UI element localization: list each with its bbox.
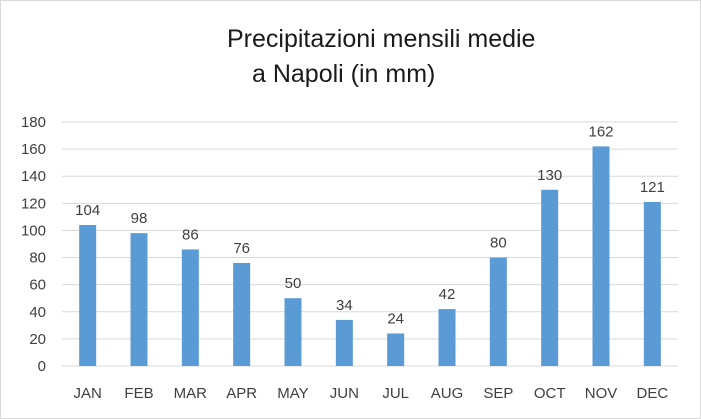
y-tick-label: 0 xyxy=(38,358,46,375)
x-tick-label: JUN xyxy=(330,385,359,402)
bar-may xyxy=(284,298,302,366)
x-tick-label: SEP xyxy=(483,385,513,402)
bars xyxy=(79,146,661,366)
x-tick-label: NOV xyxy=(585,385,618,402)
chart-title-line-2: a Napoli (in mm) xyxy=(252,60,436,88)
data-label: 34 xyxy=(336,297,353,314)
y-tick-label: 100 xyxy=(21,222,46,239)
bar-jan xyxy=(79,225,97,366)
data-label: 121 xyxy=(640,179,665,196)
bar-aug xyxy=(438,309,456,366)
x-tick-label: MAR xyxy=(174,385,208,402)
gridlines xyxy=(62,121,678,367)
x-tick-label: JAN xyxy=(73,385,101,402)
data-label: 104 xyxy=(75,202,100,219)
data-label: 24 xyxy=(387,310,404,327)
data-label: 162 xyxy=(588,123,613,140)
data-label: 80 xyxy=(490,235,507,252)
bar-oct xyxy=(541,189,559,366)
data-label: 76 xyxy=(233,240,250,257)
chart-title-line-1: Precipitazioni mensili medie xyxy=(227,25,536,53)
data-labels: 104 98 86 76 50 34 24 42 80 130 162 121 xyxy=(75,123,665,327)
x-tick-label: DEC xyxy=(636,385,668,402)
data-label: 42 xyxy=(439,286,456,303)
x-tick-label: JUL xyxy=(382,385,409,402)
bar-mar xyxy=(181,249,199,366)
bar-feb xyxy=(130,233,148,366)
data-label: 86 xyxy=(182,226,199,243)
bar-jun xyxy=(335,319,353,366)
bar-sep xyxy=(489,257,507,366)
data-label: 130 xyxy=(537,167,562,184)
x-tick-label: MAY xyxy=(277,385,308,402)
y-tick-label: 80 xyxy=(29,250,46,267)
y-tick-label: 160 xyxy=(21,141,46,158)
bar-jul xyxy=(387,333,405,366)
y-tick-label: 120 xyxy=(21,195,46,212)
bar-dec xyxy=(643,201,661,366)
x-tick-label: APR xyxy=(226,385,257,402)
bar-nov xyxy=(592,146,610,366)
y-tick-label: 180 xyxy=(21,114,46,131)
y-tick-label: 140 xyxy=(21,168,46,185)
x-tick-label: AUG xyxy=(431,385,464,402)
y-tick-label: 20 xyxy=(29,331,46,348)
y-tick-label: 40 xyxy=(29,304,46,321)
bar-apr xyxy=(233,262,251,366)
y-axis-tick-labels: 0 20 40 60 80 100 120 140 160 180 xyxy=(21,114,46,375)
data-label: 50 xyxy=(285,275,302,292)
y-tick-label: 60 xyxy=(29,277,46,294)
x-axis-tick-labels: JAN FEB MAR APR MAY JUN JUL AUG SEP OCT NOV DEC xyxy=(73,385,668,402)
data-label: 98 xyxy=(131,210,148,227)
x-tick-label: FEB xyxy=(124,385,153,402)
x-tick-label: OCT xyxy=(534,385,566,402)
